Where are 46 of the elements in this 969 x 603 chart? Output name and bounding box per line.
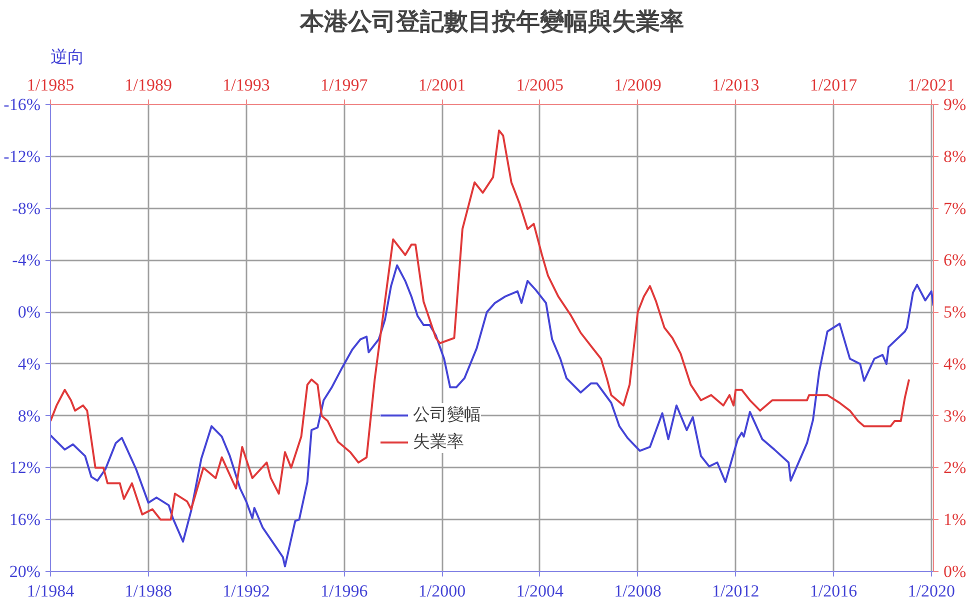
y-tick-label: 0% [18, 302, 41, 322]
x-tick-label: 1/1988 [124, 582, 172, 600]
legend-label: 失業率 [413, 431, 464, 453]
x-tick-label: 1/2000 [418, 582, 466, 600]
x-tick-label: 1/1992 [222, 582, 270, 600]
x2-tick-label: 1/1989 [124, 76, 172, 94]
y2-tick-label: 5% [944, 302, 966, 322]
x-tick-label: 1/2008 [614, 582, 662, 600]
x2-tick-label: 1/1993 [222, 76, 270, 94]
legend-label: 公司變幅 [413, 404, 481, 426]
x2-tick-label: 1/1985 [26, 76, 74, 94]
y-tick-label: 4% [18, 354, 41, 374]
y2-tick-label: 7% [944, 198, 966, 218]
y-tick-label: 20% [9, 562, 41, 581]
y-tick-label: -16% [4, 95, 41, 114]
y-tick-label: -4% [12, 250, 41, 270]
y-tick-label: -12% [4, 146, 41, 166]
x2-tick-label: 1/2013 [712, 76, 760, 94]
chart-title: 本港公司登記數目按年變幅與失業率 [299, 8, 684, 36]
y-tick-label: 12% [9, 458, 41, 478]
y2-tick-label: 0% [944, 562, 966, 581]
x2-tick-label: 1/2001 [418, 76, 466, 94]
y-tick-label: 16% [9, 510, 41, 530]
x-tick-label: 1/2012 [712, 582, 760, 600]
x-tick-label: 1/1996 [320, 582, 368, 600]
y2-tick-label: 3% [944, 406, 966, 426]
x2-tick-label: 1/1997 [320, 76, 368, 94]
x-tick-label: 1/2016 [810, 582, 858, 600]
y2-tick-label: 8% [944, 146, 966, 166]
y2-tick-label: 6% [944, 250, 966, 270]
y2-tick-label: 1% [944, 510, 966, 530]
x-tick-label: 1/1984 [26, 582, 75, 600]
x2-tick-label: 1/2009 [614, 76, 662, 94]
x2-tick-label: 1/2017 [810, 76, 858, 94]
x-tick-label: 1/2020 [908, 582, 956, 600]
x2-tick-label: 1/2021 [908, 76, 956, 94]
y2-tick-label: 4% [944, 354, 966, 374]
y2-tick-label: 2% [944, 458, 966, 478]
x-tick-label: 1/2004 [516, 582, 564, 600]
y-tick-label: 8% [18, 406, 41, 426]
text: 逆向 [50, 48, 84, 68]
line-series [50, 264, 934, 568]
line-series [50, 129, 910, 521]
y-tick-label: -8% [12, 198, 41, 218]
y2-tick-label: 9% [944, 95, 966, 114]
x2-tick-label: 1/2005 [516, 76, 564, 94]
